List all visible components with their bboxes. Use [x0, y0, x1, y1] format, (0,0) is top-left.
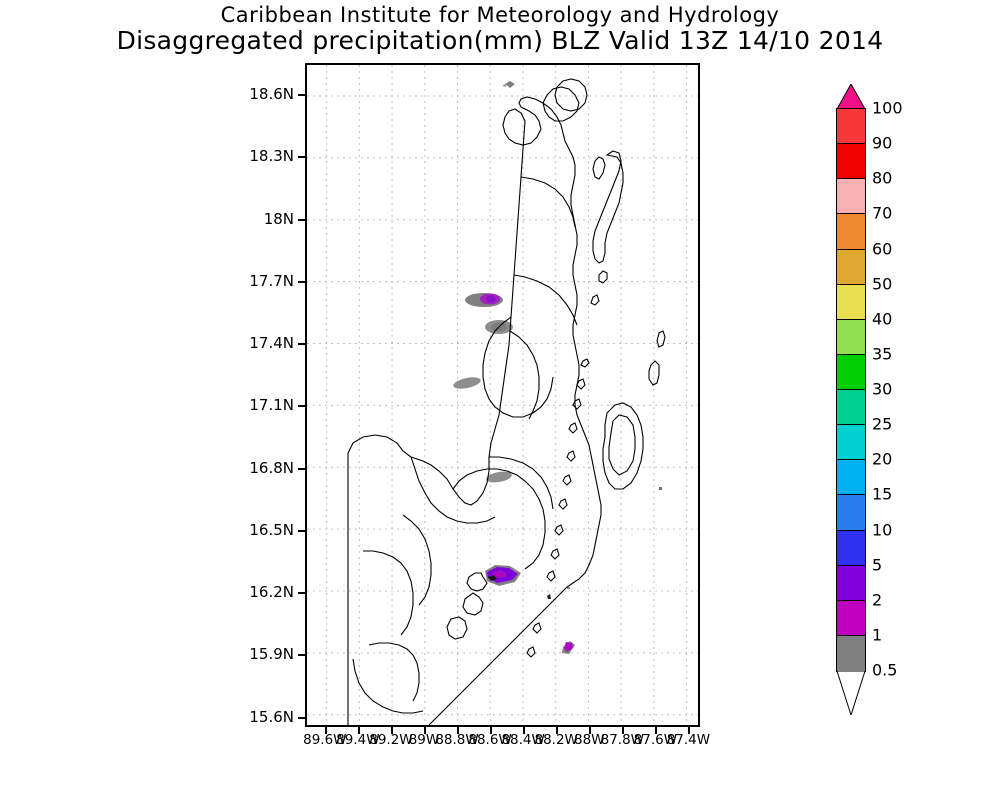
title-block: Caribbean Institute for Meteorology and …	[0, 3, 1000, 55]
colorbar-tick-label: 15	[872, 484, 893, 504]
lon-tick-label: 88.2W	[534, 732, 578, 748]
colorbar-tick-label: 2	[872, 590, 883, 610]
colorbar-tick-label: 70	[872, 203, 893, 223]
colorbar-tick-label: 50	[872, 274, 893, 294]
lon-tick-mark	[457, 727, 460, 734]
colorbar-band	[837, 635, 865, 671]
colorbar-tick-label: 90	[872, 133, 893, 153]
lon-tick-label: 89W	[408, 732, 440, 748]
lat-tick-label: 15.9N	[249, 645, 294, 664]
lat-tick-label: 17.1N	[249, 396, 294, 415]
lat-tick-label: 17.4N	[249, 334, 294, 353]
coastline-layer	[347, 78, 666, 725]
colorbar[interactable]	[836, 108, 866, 672]
map-gridlines	[307, 65, 698, 725]
colorbar-band	[837, 179, 865, 215]
lon-tick-label: 88.6W	[468, 732, 512, 748]
lon-tick-mark	[490, 727, 493, 734]
colorbar-band	[837, 460, 865, 496]
colorbar-tick-label: 35	[872, 344, 893, 364]
lat-tick-label: 16.8N	[249, 458, 294, 477]
lat-tick-mark	[298, 592, 306, 595]
colorbar-tick-label: 0.5	[872, 660, 898, 680]
colorbar-tick-label: 1	[872, 625, 883, 645]
lon-tick-mark	[357, 727, 360, 734]
lat-tick-label: 17.7N	[249, 271, 294, 290]
page-title: Disaggregated precipitation(mm) BLZ Vali…	[116, 26, 884, 55]
colorbar-band	[837, 390, 865, 426]
colorbar-tick-label: 60	[872, 239, 893, 258]
lat-tick-label: 18.3N	[249, 147, 294, 166]
lat-tick-mark	[298, 280, 306, 283]
colorbar-tick-label: 100	[872, 98, 903, 118]
colorbar-band	[837, 495, 865, 531]
colorbar-tick-label: 25	[872, 414, 893, 434]
colorbar-band	[837, 319, 865, 355]
colorbar-band	[837, 214, 865, 250]
colorbar-tick-label: 30	[872, 379, 893, 399]
lon-tick-mark	[655, 727, 658, 734]
lon-tick-mark	[423, 727, 426, 734]
lat-tick-mark	[298, 654, 306, 657]
colorbar-band	[837, 144, 865, 180]
precipitation-layer	[453, 81, 662, 654]
lat-tick-label: 18.6N	[249, 85, 294, 104]
lat-tick-label: 18N	[263, 209, 294, 228]
lat-tick-mark	[298, 94, 306, 97]
colorbar-band	[837, 354, 865, 390]
lon-tick-label: 87.8W	[600, 732, 645, 748]
colorbar-tick-label: 40	[872, 309, 893, 329]
lon-tick-mark	[390, 727, 393, 734]
map-panel[interactable]	[305, 63, 700, 727]
lon-tick-label: 88W	[574, 732, 605, 748]
lat-tick-mark	[298, 716, 306, 719]
lon-tick-mark	[622, 727, 625, 734]
lat-tick-label: 16.2N	[249, 583, 294, 602]
colorbar-tick-label: 5	[872, 555, 883, 575]
colorbar-tick-label: 80	[872, 168, 893, 188]
lon-tick-mark	[589, 727, 592, 734]
colorbar-band	[837, 109, 865, 145]
lon-tick-label: 88.8W	[435, 732, 479, 748]
lon-tick-mark	[324, 727, 327, 734]
lat-tick-mark	[298, 405, 306, 408]
institute-title: Caribbean Institute for Meteorology and …	[220, 3, 780, 27]
lon-tick-label: 87.6W	[633, 732, 678, 748]
precipitation-map	[307, 65, 698, 725]
colorbar-band	[837, 249, 865, 285]
lon-tick-label: 89.6W	[303, 732, 347, 748]
lat-tick-mark	[298, 218, 306, 221]
colorbar-under-arrow	[836, 671, 866, 715]
lon-tick-label: 88.4W	[501, 732, 545, 748]
lon-tick-mark	[556, 727, 559, 734]
colorbar-band	[837, 530, 865, 566]
colorbar-band	[837, 600, 865, 636]
lat-tick-label: 15.6N	[249, 707, 294, 726]
lon-tick-label: 87.4W	[666, 732, 711, 748]
colorbar-band	[837, 565, 865, 601]
colorbar-band	[837, 284, 865, 320]
colorbar-tick-label: 10	[872, 520, 893, 539]
lon-tick-mark	[688, 727, 691, 734]
lat-tick-label: 16.5N	[249, 520, 294, 539]
lat-tick-mark	[298, 156, 306, 159]
lat-tick-mark	[298, 343, 306, 346]
lon-tick-label: 89.2W	[369, 732, 413, 748]
colorbar-over-arrow	[836, 84, 866, 109]
lat-tick-mark	[298, 467, 306, 470]
colorbar-band	[837, 425, 865, 461]
lon-tick-mark	[523, 727, 526, 734]
lat-tick-mark	[298, 529, 306, 532]
lon-tick-label: 89.4W	[336, 732, 380, 748]
colorbar-tick-label: 20	[872, 449, 893, 469]
